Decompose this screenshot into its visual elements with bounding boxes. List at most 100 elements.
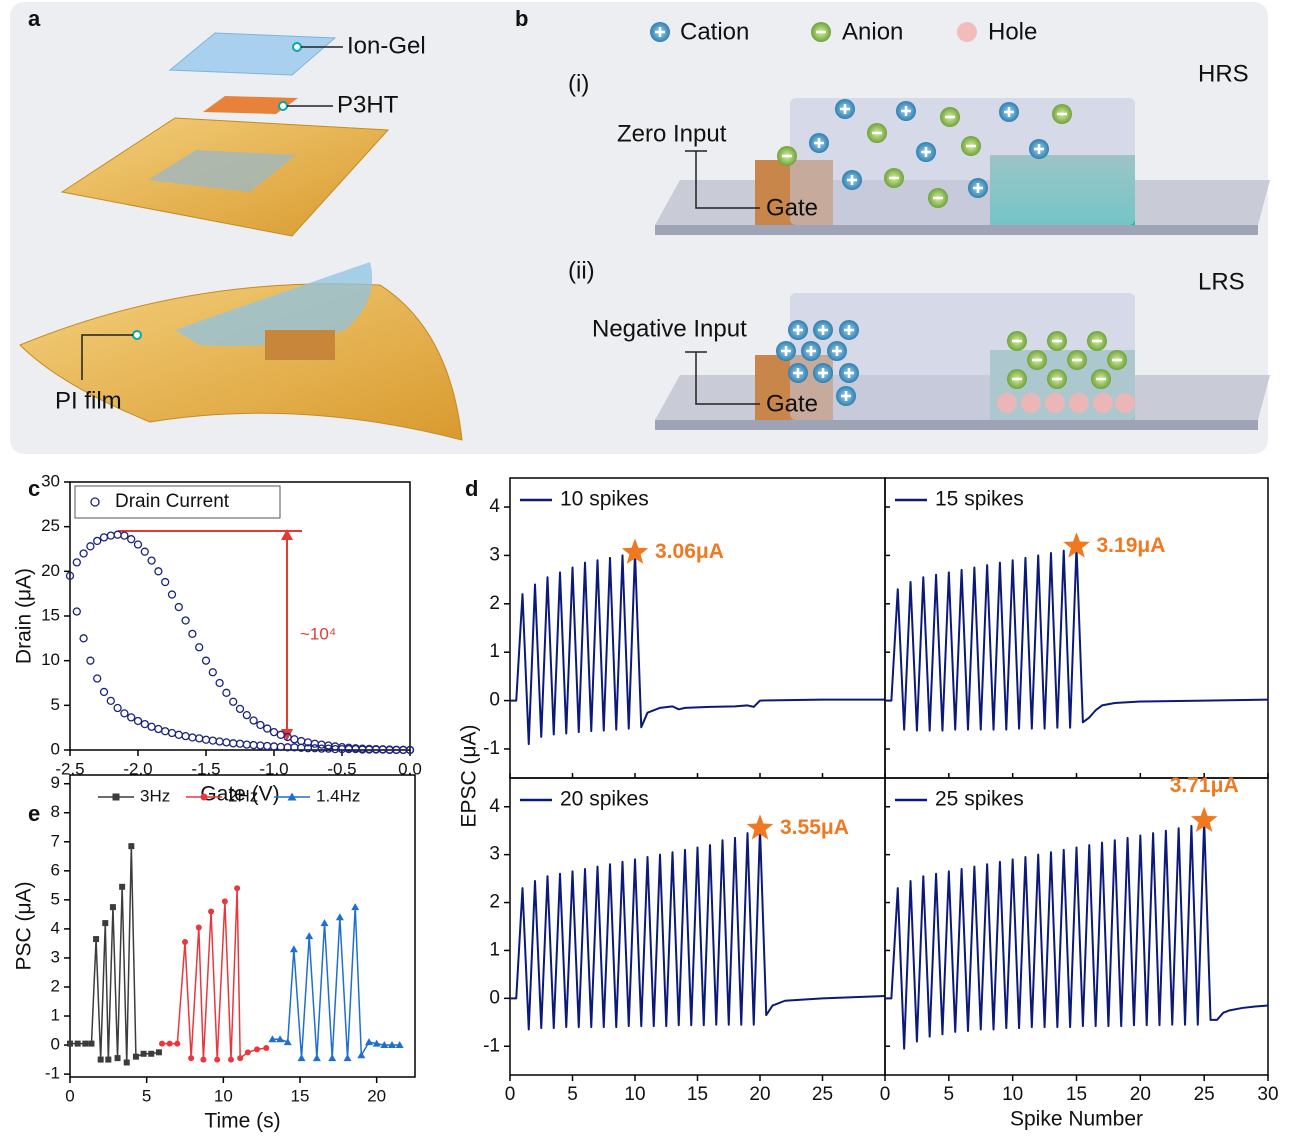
marker — [174, 1040, 181, 1047]
marker — [200, 1056, 207, 1063]
marker — [120, 531, 129, 540]
marker — [201, 656, 211, 665]
y-tick-label: 4 — [489, 796, 500, 817]
y-tick-label: 9 — [51, 773, 60, 792]
marker — [109, 904, 116, 911]
marker — [263, 1044, 270, 1051]
marker — [380, 1041, 389, 1049]
anion — [1007, 369, 1027, 389]
marker — [343, 1054, 352, 1062]
x-tick-label: 10 — [624, 1084, 645, 1105]
legend-label: Cation — [680, 18, 749, 45]
marker — [328, 1054, 337, 1062]
marker — [99, 533, 109, 542]
marker — [93, 536, 102, 546]
x-axis-label: Time (s) — [204, 1110, 280, 1133]
marker — [242, 740, 251, 749]
marker — [105, 1056, 112, 1063]
cation — [809, 133, 829, 153]
cation — [916, 142, 936, 162]
y-tick-label: 1 — [489, 939, 500, 960]
x-tick-label: 15 — [291, 1086, 310, 1105]
x-tick-label: 30 — [1257, 1084, 1278, 1105]
y-tick-label: 5 — [51, 889, 60, 908]
legend-label: 1.4Hz — [316, 786, 360, 805]
input-label: Zero Input — [617, 120, 727, 147]
pointer-dot — [292, 42, 302, 52]
x-tick-label: -2.5 — [55, 759, 84, 778]
p3ht-layer — [203, 96, 298, 114]
marker — [167, 728, 177, 738]
anion — [1091, 369, 1111, 389]
marker — [208, 736, 217, 745]
x-tick-label: 10 — [214, 1086, 233, 1105]
marker — [268, 1035, 277, 1043]
marker — [166, 1040, 173, 1047]
anion — [940, 107, 960, 127]
marker — [256, 741, 265, 750]
marker — [161, 577, 170, 587]
marker — [357, 1051, 366, 1059]
annotation-label: ~10⁴ — [300, 624, 336, 643]
legend-marker — [112, 793, 120, 801]
leader-line — [81, 334, 133, 380]
cation — [835, 99, 855, 119]
y-tick-label: 8 — [51, 802, 60, 821]
marker — [147, 556, 156, 565]
base-edge — [655, 225, 1258, 235]
y-tick-label: 3 — [51, 947, 60, 966]
hole — [1115, 393, 1135, 413]
legend-label: 15 spikes — [935, 488, 1024, 511]
data-line — [162, 887, 267, 1061]
marker — [181, 616, 190, 625]
marker — [244, 1049, 251, 1056]
marker — [310, 739, 319, 748]
hole-icon — [957, 22, 977, 42]
marker — [99, 687, 109, 697]
marker — [215, 678, 224, 688]
marker — [86, 542, 95, 551]
marker — [132, 1053, 139, 1060]
marker — [147, 722, 156, 731]
anion-icon — [811, 22, 831, 42]
anion — [1007, 331, 1027, 351]
y-tick-label: 0 — [51, 1035, 60, 1054]
annotation-label: 3.19μA — [1097, 534, 1166, 557]
x-tick-label: 5 — [944, 1084, 955, 1105]
y-axis-label: PSC (μA) — [13, 881, 36, 970]
y-tick-label: 15 — [41, 605, 60, 624]
y-tick-label: 4 — [51, 918, 60, 937]
device-area — [148, 150, 296, 192]
marker — [405, 745, 415, 755]
input-label: Negative Input — [592, 315, 747, 342]
marker — [140, 1050, 147, 1057]
marker — [201, 735, 211, 744]
data-line — [885, 819, 1269, 1050]
marker — [242, 711, 251, 720]
marker — [167, 590, 177, 599]
marker — [123, 1059, 130, 1066]
annotation-label: 3.71μA — [1170, 774, 1239, 797]
cation — [827, 341, 847, 361]
marker — [214, 1056, 221, 1063]
marker — [208, 908, 215, 915]
hole — [997, 393, 1017, 413]
marker — [395, 1041, 404, 1049]
annotation-star — [746, 814, 774, 840]
y-tick-label: 25 — [41, 516, 60, 535]
cation — [776, 341, 796, 361]
x-tick-label: 0 — [65, 1086, 74, 1105]
cation — [836, 386, 856, 406]
marker — [159, 1040, 165, 1047]
y-tick-label: 1 — [51, 1006, 60, 1025]
marker — [256, 720, 265, 730]
x-tick-label: 15 — [687, 1084, 708, 1105]
peeling-gel — [175, 262, 373, 346]
bracket — [695, 352, 760, 405]
legend-label: Anion — [842, 18, 903, 45]
anion — [1047, 331, 1067, 351]
marker — [221, 898, 228, 905]
state-index: (ii) — [568, 257, 595, 284]
marker — [127, 535, 136, 544]
marker — [365, 1038, 373, 1046]
